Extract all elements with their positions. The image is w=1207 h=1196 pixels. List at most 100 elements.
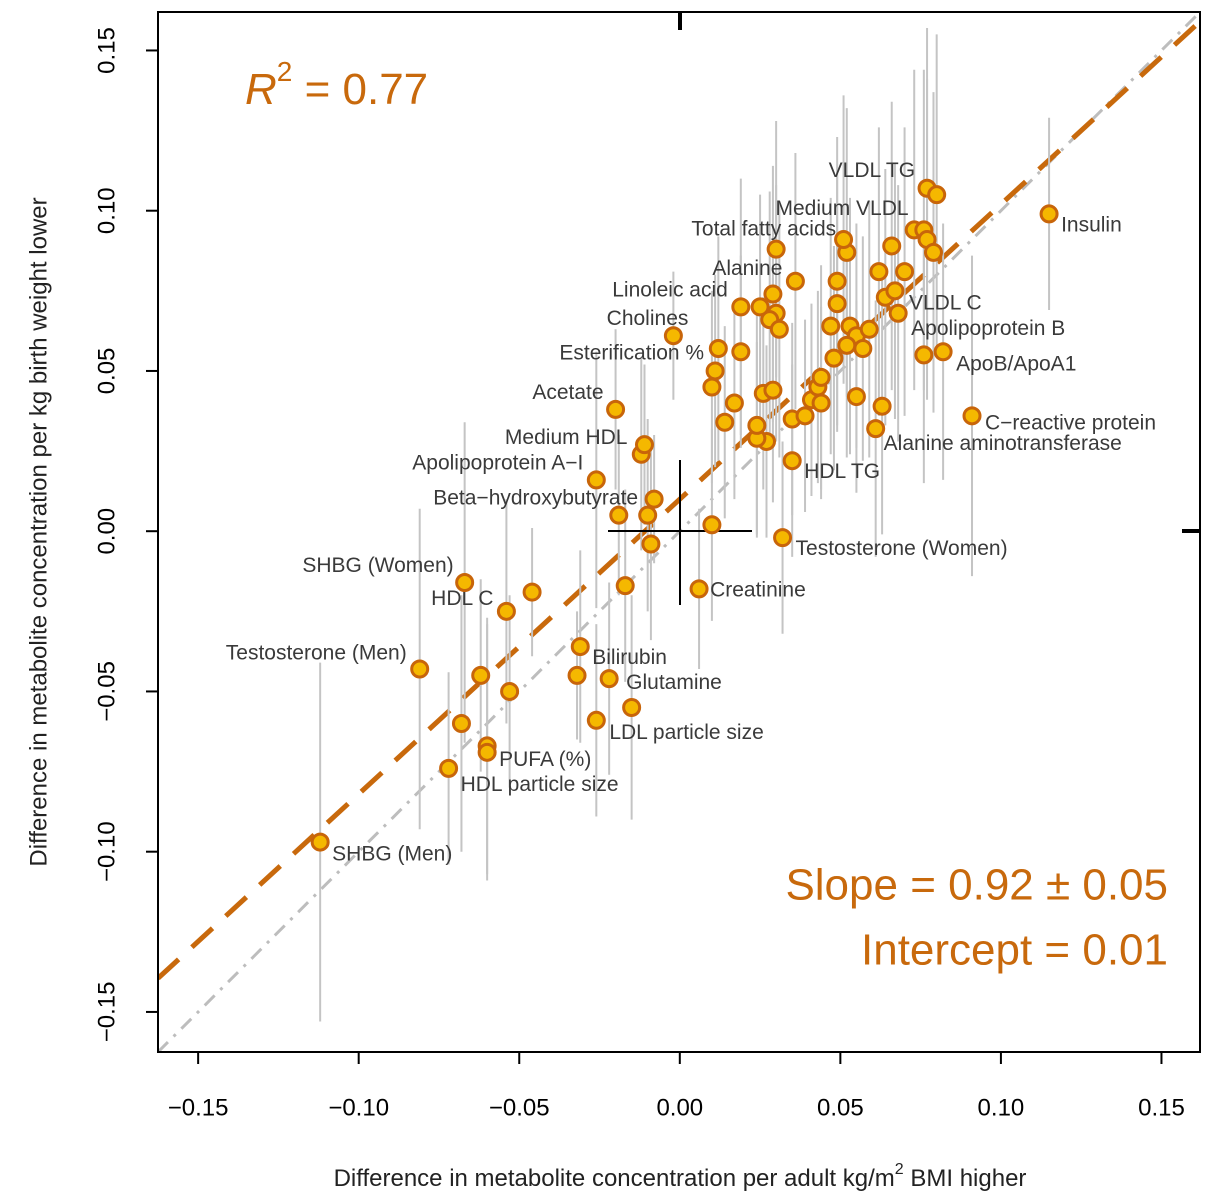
point <box>811 367 831 387</box>
r2-sup: 2 <box>277 56 293 87</box>
point <box>500 681 520 701</box>
point <box>846 387 866 407</box>
point-label: Creatinine <box>710 578 806 601</box>
point <box>455 572 475 592</box>
x-tick-label: −0.05 <box>489 1094 550 1121</box>
point <box>570 637 590 657</box>
point <box>888 303 908 323</box>
point <box>962 406 982 426</box>
point <box>773 528 793 548</box>
point <box>586 710 606 730</box>
point <box>615 576 635 596</box>
x-label: Difference in metabolite concentration p… <box>334 1165 895 1192</box>
intercept-annotation: Intercept = 0.01 <box>861 926 1168 975</box>
point-label: Medium VLDL <box>776 197 909 220</box>
point-label: Esterification % <box>559 341 704 364</box>
point <box>705 361 725 381</box>
point <box>837 335 857 355</box>
point <box>782 451 802 471</box>
x-tick-label: 0.10 <box>978 1094 1025 1121</box>
point <box>866 419 886 439</box>
point <box>763 284 783 304</box>
point <box>821 316 841 336</box>
point-label: SHBG (Women) <box>302 554 453 577</box>
point-label: Apolipoprotein B <box>911 317 1065 340</box>
point-label: VLDL TG <box>829 159 915 182</box>
point-label: Glutamine <box>626 671 722 694</box>
y-tick-label: 0.10 <box>93 187 120 234</box>
point <box>895 262 915 282</box>
point <box>644 489 664 509</box>
point-label: HDL C <box>431 587 493 610</box>
point <box>763 380 783 400</box>
point-label: Testosterone (Women) <box>796 537 1008 560</box>
y-tick-label: −0.05 <box>93 661 120 722</box>
point <box>439 758 459 778</box>
point-label: Medium HDL <box>505 426 628 449</box>
point <box>522 582 542 602</box>
point <box>663 326 683 346</box>
point <box>496 601 516 621</box>
slope-annotation: Slope = 0.92 ± 0.05 <box>785 861 1168 910</box>
point <box>567 665 587 685</box>
point <box>872 396 892 416</box>
point-label: C−reactive protein <box>985 411 1156 434</box>
point <box>410 659 430 679</box>
point <box>702 377 722 397</box>
point <box>853 339 873 359</box>
point <box>609 505 629 525</box>
point <box>795 406 815 426</box>
y-axis-title: Difference in metabolite concentration p… <box>25 197 52 866</box>
point-label: HDL particle size <box>461 773 619 796</box>
point <box>811 393 831 413</box>
point <box>715 412 735 432</box>
point <box>827 294 847 314</box>
point-label: SHBG (Men) <box>332 843 452 866</box>
point <box>824 348 844 368</box>
point <box>923 242 943 262</box>
point-label: Insulin <box>1061 213 1122 236</box>
y-tick-label: −0.15 <box>93 982 120 1043</box>
x-tick-label: 0.15 <box>1138 1094 1185 1121</box>
point-label: Beta−hydroxybutyrate <box>433 487 638 510</box>
point-label: Cholines <box>607 307 689 330</box>
point <box>622 697 642 717</box>
point <box>827 271 847 291</box>
x-label-sup: 2 <box>895 1161 904 1178</box>
point-label: Apolipoprotein A−I <box>412 451 583 474</box>
point <box>689 579 709 599</box>
point <box>724 393 744 413</box>
point <box>641 534 661 554</box>
point <box>708 339 728 359</box>
x-tick-label: 0.00 <box>656 1094 703 1121</box>
point-label: PUFA (%) <box>499 748 591 771</box>
point <box>451 713 471 733</box>
point-label: Testosterone (Men) <box>226 642 407 665</box>
point-label: ApoB/ApoA1 <box>956 352 1076 375</box>
point <box>310 832 330 852</box>
point <box>1039 204 1059 224</box>
point <box>731 342 751 362</box>
point-label: LDL particle size <box>609 721 763 744</box>
point-label: VLDL C <box>909 291 982 314</box>
point-label: Total fatty acids <box>691 218 836 241</box>
point <box>933 342 953 362</box>
point <box>869 262 889 282</box>
point-label: Alanine <box>712 257 782 280</box>
x-axis-title: Difference in metabolite concentration p… <box>334 1161 1027 1192</box>
point-label: Alanine aminotransferase <box>884 432 1122 455</box>
point <box>747 415 767 435</box>
point-label: HDL TG <box>804 460 880 483</box>
r2-symbol: R <box>245 65 277 114</box>
point <box>769 319 789 339</box>
point-label: Bilirubin <box>592 646 667 669</box>
point <box>477 742 497 762</box>
point <box>606 399 626 419</box>
point <box>766 239 786 259</box>
x-tick-label: −0.15 <box>168 1094 229 1121</box>
y-tick-label: 0.05 <box>93 348 120 395</box>
point <box>586 470 606 490</box>
point <box>914 345 934 365</box>
